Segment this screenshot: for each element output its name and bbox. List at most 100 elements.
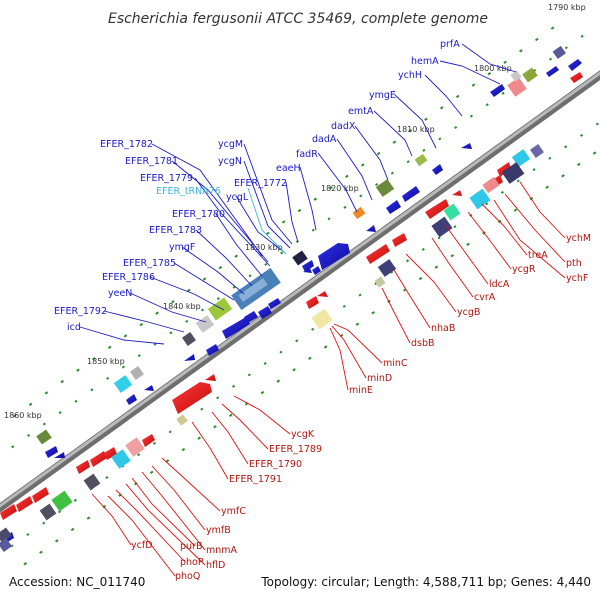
tick-dot [137, 354, 141, 358]
gene-label-ycgN[interactable]: ycgN [218, 156, 242, 167]
gene-label-eaeH[interactable]: eaeH [276, 163, 301, 174]
reverse-gene[interactable] [570, 72, 583, 83]
forward-gene[interactable] [318, 243, 350, 270]
gene-label-hflD[interactable]: hflD [206, 560, 225, 571]
reverse-gene[interactable] [366, 244, 390, 264]
gene-label-ymgE[interactable]: ymgE [369, 90, 396, 101]
gene-label-fadR[interactable]: fadR [296, 149, 318, 160]
forward-gene[interactable] [126, 394, 137, 405]
tick-dot [247, 373, 251, 377]
forward-gene[interactable] [302, 260, 314, 272]
gene-label-emtA[interactable]: emtA [348, 106, 374, 117]
forward-gene[interactable] [386, 200, 401, 214]
gene-label-EFER_1786[interactable]: EFER_1786 [102, 272, 155, 283]
gene-label-EFER_1783[interactable]: EFER_1783 [149, 225, 202, 236]
reverse-gene[interactable] [306, 296, 319, 309]
reverse-gene[interactable] [142, 434, 155, 447]
reverse-gene[interactable] [0, 504, 17, 520]
reverse-gene[interactable] [205, 374, 216, 381]
reverse-gene[interactable] [32, 487, 49, 503]
gene-label-nhaB[interactable]: nhaB [431, 323, 455, 334]
gene-label-EFER_1791[interactable]: EFER_1791 [229, 474, 282, 485]
gene-label-mnmA[interactable]: mnmA [206, 545, 238, 556]
gene-label-EFER_1790[interactable]: EFER_1790 [249, 459, 302, 470]
gene-label-yeeN[interactable]: yeeN [108, 288, 132, 299]
reverse-gene[interactable] [497, 162, 511, 177]
gene-label-minD[interactable]: minD [367, 373, 392, 384]
reverse-gene[interactable] [172, 382, 212, 414]
gene-label-EFER_1772[interactable]: EFER_1772 [234, 178, 287, 189]
forward-gene[interactable] [258, 306, 272, 319]
reverse-gene[interactable] [452, 190, 462, 196]
forward-gene[interactable] [312, 266, 321, 275]
forward-gene[interactable] [268, 298, 281, 309]
gene-label-purB[interactable]: purB [180, 541, 202, 552]
tick-dot [152, 441, 156, 445]
tick-dot [311, 327, 315, 331]
tick-dot [580, 34, 584, 38]
tick-dot [137, 453, 141, 457]
gene-label-phoP[interactable]: phoP [180, 557, 204, 568]
forward-gene[interactable] [490, 84, 505, 97]
reverse-gene[interactable] [90, 451, 107, 467]
rna-label-EFER_tRNA76[interactable]: EFER_tRNA76 [156, 186, 221, 197]
gene-label-ycfD[interactable]: ycfD [131, 540, 153, 551]
forward-gene[interactable] [402, 186, 420, 202]
gene-label-EFER_1785[interactable]: EFER_1785 [123, 258, 176, 269]
forward-gene[interactable] [184, 354, 195, 361]
gene-label-EFER_1781[interactable]: EFER_1781 [125, 156, 178, 167]
reverse-gene[interactable] [16, 496, 33, 512]
forward-gene[interactable] [222, 317, 250, 339]
gene-label-dsbB[interactable]: dsbB [411, 338, 435, 349]
gene-label-ycgB[interactable]: ycgB [457, 307, 480, 318]
forward-gene[interactable] [366, 225, 376, 232]
reverse-gene[interactable] [76, 460, 90, 474]
gene-label-EFER_1780[interactable]: EFER_1780 [172, 209, 225, 220]
gene-label-treA[interactable]: treA [528, 250, 548, 261]
tick-label: 1790 kbp [548, 3, 586, 12]
gene-label-ycgL[interactable]: ycgL [226, 192, 249, 203]
forward-gene[interactable] [432, 164, 443, 175]
gene-label-EFER_1789[interactable]: EFER_1789 [269, 444, 322, 455]
gene-label-ycgM[interactable]: ycgM [218, 139, 243, 150]
forward-gene[interactable] [568, 59, 582, 71]
gene-label-ldcA[interactable]: ldcA [489, 279, 510, 290]
tick-dot [519, 49, 523, 53]
reverse-gene[interactable] [104, 447, 117, 460]
gene-label-ychF[interactable]: ychF [566, 273, 588, 284]
forward-gene[interactable] [303, 268, 312, 273]
gene-label-dadA[interactable]: dadA [312, 134, 337, 145]
gene-label-EFER_1782[interactable]: EFER_1782 [100, 139, 153, 150]
gene-label-ychH[interactable]: ychH [398, 70, 422, 81]
gene-label-icd[interactable]: icd [67, 322, 81, 333]
gene-label-minC[interactable]: minC [383, 358, 408, 369]
gene-label-prfA[interactable]: prfA [440, 39, 460, 50]
gene-label-ycgK[interactable]: ycgK [291, 429, 315, 440]
gene-label-minE[interactable]: minE [349, 385, 373, 396]
gene-label-dadX[interactable]: dadX [331, 121, 356, 132]
gene-label-cvrA[interactable]: cvrA [474, 292, 496, 303]
forward-gene[interactable] [546, 66, 559, 77]
tick-dot [106, 376, 110, 380]
forward-gene[interactable] [461, 143, 472, 149]
reverse-gene[interactable] [425, 199, 449, 219]
forward-gene[interactable] [54, 452, 65, 458]
reverse-gene[interactable] [392, 233, 407, 247]
tick-dot [376, 151, 381, 156]
gene-label-hemA[interactable]: hemA [411, 56, 439, 67]
gene-label-EFER_1792[interactable]: EFER_1792 [54, 306, 107, 317]
forward-gene[interactable] [206, 344, 219, 356]
gene-label-phoQ[interactable]: phoQ [175, 571, 200, 582]
gene-label-ycgR[interactable]: ycgR [512, 264, 536, 275]
tick-dot [216, 396, 220, 400]
gene-label-ymgF[interactable]: ymgF [169, 242, 195, 253]
gene-label-EFER_1779[interactable]: EFER_1779 [140, 173, 193, 184]
gene-label-pth[interactable]: pth [566, 258, 582, 269]
gene-label-ymfB[interactable]: ymfB [206, 525, 231, 536]
forward-gene[interactable] [144, 385, 154, 391]
reverse-gene[interactable] [317, 291, 328, 297]
tick-dot [548, 57, 553, 61]
gene-label-ymfC[interactable]: ymfC [221, 506, 246, 517]
forward-gene[interactable] [45, 446, 58, 458]
gene-label-ychM[interactable]: ychM [566, 233, 591, 244]
